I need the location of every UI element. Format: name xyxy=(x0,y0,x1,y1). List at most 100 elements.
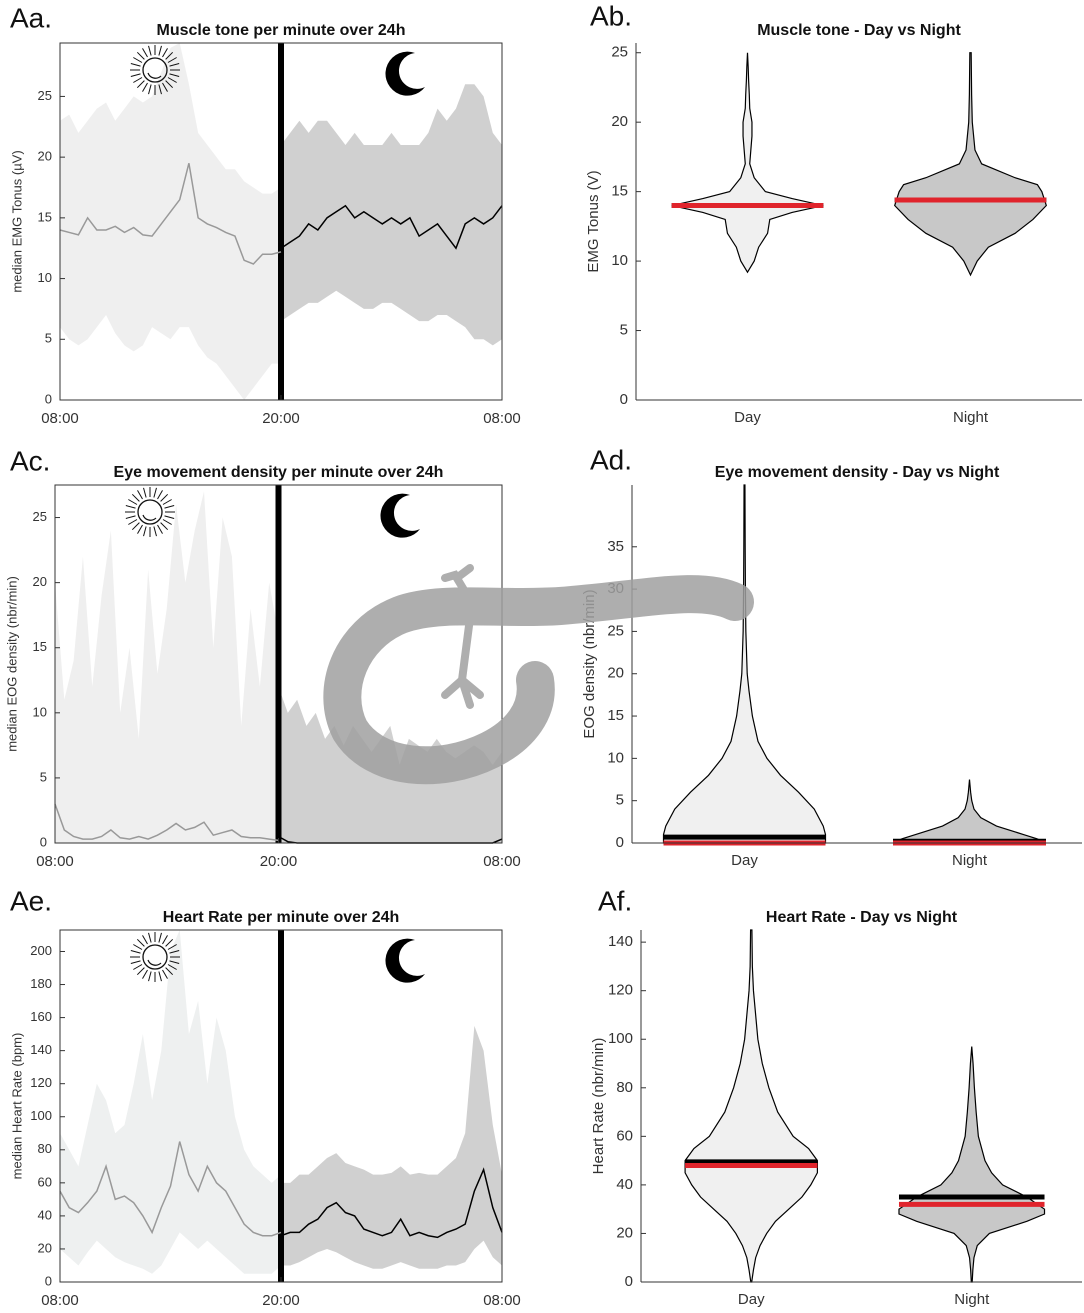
y-axis-label: median EMG Tonus (µV) xyxy=(9,150,24,292)
sun-icon xyxy=(142,57,168,83)
sun-icon xyxy=(164,505,175,509)
x-tick-label: Night xyxy=(953,409,989,426)
y-tick-label: 0 xyxy=(45,1273,52,1288)
violin xyxy=(893,52,1048,277)
sun-icon xyxy=(158,45,162,56)
y-axis-label: EOG density (nbr/min) xyxy=(581,589,598,738)
sun-icon xyxy=(165,967,174,976)
sun-icon xyxy=(125,515,136,519)
sun-icon xyxy=(147,72,162,79)
variability-band xyxy=(281,1025,502,1269)
sun-icon xyxy=(160,493,169,502)
panel-label: Af. xyxy=(598,885,632,916)
sun-icon xyxy=(169,63,180,67)
x-tick-label: Day xyxy=(731,852,758,869)
y-tick-label: 15 xyxy=(607,707,624,724)
sun-icon xyxy=(158,932,162,943)
sun-icon xyxy=(158,971,162,982)
sun-icon xyxy=(167,77,177,83)
sun-icon xyxy=(133,964,143,970)
x-tick-label: 08:00 xyxy=(483,1292,521,1309)
median-line xyxy=(59,163,282,265)
violin xyxy=(898,1046,1046,1283)
variability-band xyxy=(60,43,281,400)
sun-icon xyxy=(169,950,180,954)
sun-icon xyxy=(128,499,138,505)
sun-icon xyxy=(162,935,168,945)
sun-icon xyxy=(147,959,162,966)
sun-icon xyxy=(128,519,138,525)
sun-icon xyxy=(162,519,172,525)
sun-icon xyxy=(165,80,174,89)
y-tick-label: 20 xyxy=(611,113,628,130)
variability-band xyxy=(55,491,279,843)
moon-icon xyxy=(380,493,420,538)
y-tick-label: 200 xyxy=(30,943,52,958)
sun-icon xyxy=(169,960,180,964)
y-tick-label: 20 xyxy=(38,149,52,164)
y-tick-label: 0 xyxy=(616,834,624,851)
x-tick-label: 20:00 xyxy=(262,1292,300,1309)
y-tick-label: 10 xyxy=(38,270,52,285)
sun-icon xyxy=(148,932,152,943)
sun-icon xyxy=(142,944,168,970)
chart-title: Heart Rate per minute over 24h xyxy=(163,909,400,926)
sun-icon xyxy=(162,499,172,505)
y-tick-label: 20 xyxy=(616,1224,633,1241)
sun-icon xyxy=(130,63,141,67)
y-tick-label: 10 xyxy=(611,252,628,269)
x-tick-label: 08:00 xyxy=(483,410,521,427)
x-tick-label: Night xyxy=(952,852,988,869)
x-tick-label: 08:00 xyxy=(36,853,74,870)
sun-icon xyxy=(158,84,162,95)
sun-icon xyxy=(130,960,141,964)
sun-icon xyxy=(131,522,140,531)
sun-icon xyxy=(157,490,163,500)
chart-title: Heart Rate - Day vs Night xyxy=(766,909,958,926)
moon-icon xyxy=(385,51,425,96)
sun-icon xyxy=(137,524,143,534)
sun-icon xyxy=(167,964,177,970)
sun-icon xyxy=(160,522,169,531)
y-axis-label: median EOG density (nbr/min) xyxy=(4,576,19,752)
y-tick-label: 5 xyxy=(45,331,52,346)
y-tick-label: 20 xyxy=(33,574,47,589)
sun-icon xyxy=(148,84,152,95)
y-tick-label: 60 xyxy=(616,1127,633,1144)
panel-label: Ab. xyxy=(590,0,632,31)
sun-icon xyxy=(157,524,163,534)
sun-icon xyxy=(167,57,177,63)
y-tick-label: 0 xyxy=(45,391,52,406)
sun-icon xyxy=(153,526,157,537)
y-tick-label: 25 xyxy=(607,622,624,639)
y-tick-label: 5 xyxy=(616,792,624,809)
chart-title: Eye movement density - Day vs Night xyxy=(715,464,1000,481)
chart-title: Eye movement density per minute over 24h xyxy=(114,464,444,481)
y-tick-label: 80 xyxy=(38,1141,52,1156)
y-tick-label: 15 xyxy=(33,639,47,654)
sun-icon xyxy=(164,515,175,519)
chart-title: Muscle tone - Day vs Night xyxy=(757,22,961,39)
y-tick-label: 60 xyxy=(38,1174,52,1189)
sun-icon xyxy=(125,505,136,509)
x-tick-label: 20:00 xyxy=(260,853,298,870)
chart-title: Muscle tone per minute over 24h xyxy=(157,22,406,39)
median-line xyxy=(280,204,503,250)
y-tick-label: 100 xyxy=(608,1030,633,1047)
sun-icon xyxy=(167,944,177,950)
sun-icon xyxy=(165,938,174,947)
sun-icon xyxy=(133,77,143,83)
x-tick-label: 08:00 xyxy=(41,410,79,427)
moon-icon xyxy=(385,938,425,983)
violin xyxy=(662,484,827,844)
sun-icon xyxy=(137,499,163,525)
sun-icon xyxy=(136,51,145,60)
salamander-silhouette xyxy=(323,564,754,785)
y-tick-label: 20 xyxy=(38,1240,52,1255)
sun-icon xyxy=(130,73,141,77)
sun-icon xyxy=(142,82,148,92)
sun-icon xyxy=(133,944,143,950)
y-tick-label: 15 xyxy=(38,209,52,224)
violin xyxy=(892,779,1047,844)
